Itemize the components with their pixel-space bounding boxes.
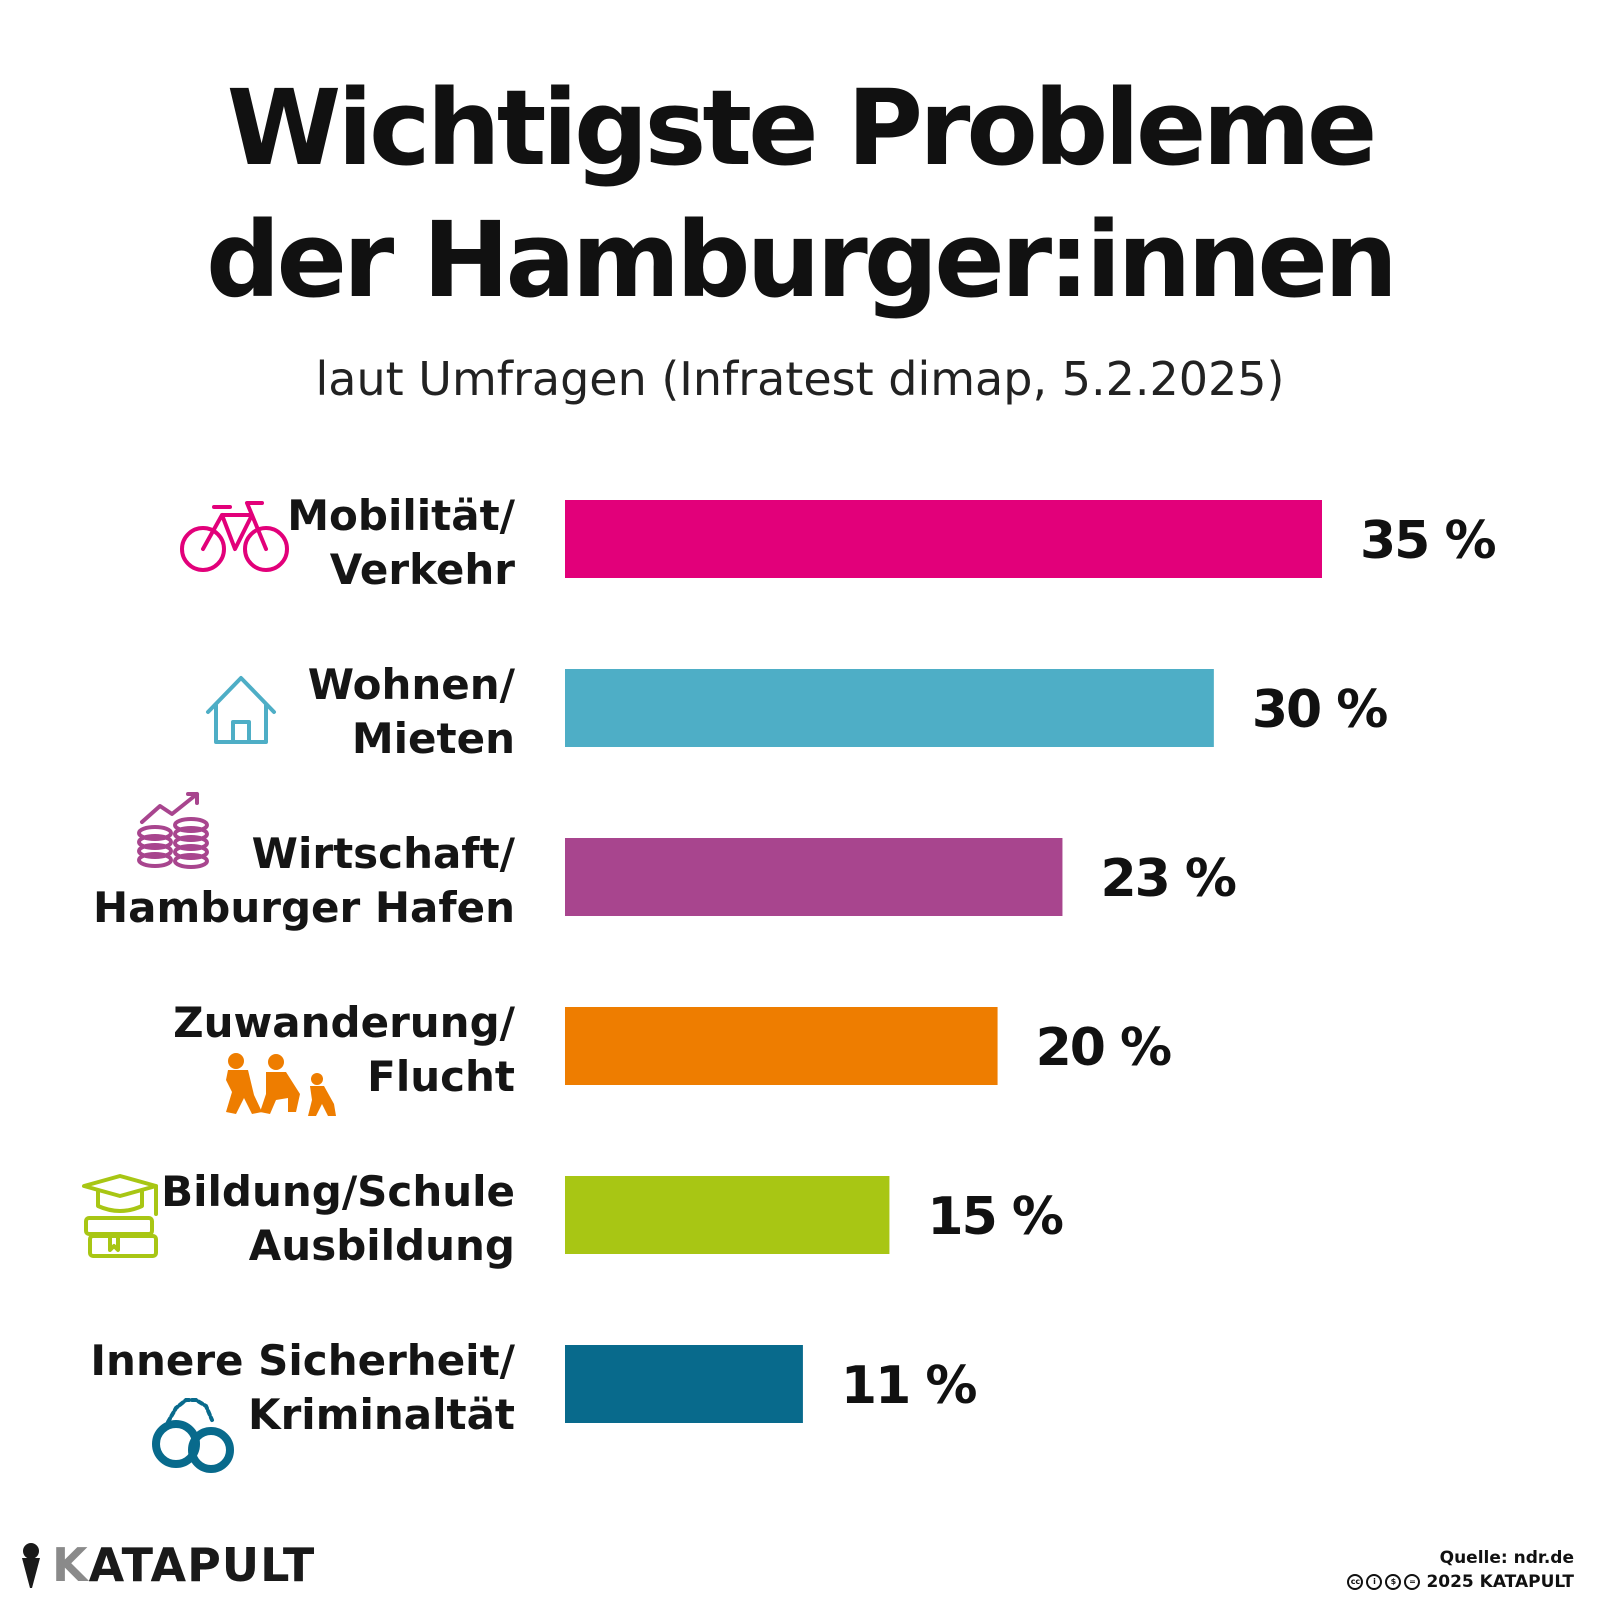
- bar-4: [565, 1007, 998, 1085]
- value-label-3: 23 %: [1100, 849, 1235, 909]
- by-icon: i: [1366, 1574, 1383, 1590]
- category-label-1: Mobilität/Verkehr: [287, 491, 515, 594]
- books-graduation-cap-icon: [82, 1174, 158, 1258]
- category-label-6: Innere Sicherheit/Kriminaltät: [90, 1336, 515, 1439]
- value-label-4: 20 %: [1036, 1018, 1171, 1078]
- category-label-4: Zuwanderung/Flucht: [173, 998, 516, 1101]
- category-label-5: Bildung/Schule Ausbildung: [161, 1167, 515, 1270]
- nd-icon: =: [1404, 1574, 1421, 1590]
- nc-icon: $: [1385, 1574, 1402, 1590]
- copyright-text: 2025 KATAPULT: [1426, 1572, 1574, 1592]
- cc-icon: cc: [1347, 1574, 1364, 1590]
- bar-6: [565, 1345, 803, 1423]
- handcuffs-icon: [152, 1398, 234, 1473]
- house-icon: [206, 676, 276, 744]
- title-line-2: der Hamburger:innen: [206, 199, 1398, 321]
- bar-1: [565, 500, 1322, 578]
- coins-chart-icon: [137, 792, 209, 869]
- refugees-icon: [226, 1053, 336, 1116]
- value-label-2: 30 %: [1252, 680, 1387, 740]
- logo-letter-k: K: [52, 1538, 89, 1592]
- value-label-6: 11 %: [841, 1356, 976, 1416]
- catapult-logo-icon: [22, 1543, 40, 1588]
- bar-3: [565, 838, 1063, 916]
- bar-5: [565, 1176, 890, 1254]
- value-label-1: 35 %: [1360, 511, 1495, 571]
- title-line-1: Wichtigste Probleme: [226, 67, 1378, 189]
- category-label-3: Wirtschaft/Hamburger Hafen: [93, 829, 516, 932]
- bicycle-icon: [180, 501, 289, 572]
- subtitle: laut Umfragen (Infratest dimap, 5.2.2025…: [315, 352, 1285, 406]
- category-label-2: Wohnen/Mieten: [308, 660, 516, 763]
- logo-text: ATAPULT: [88, 1538, 316, 1592]
- bar-2: [565, 669, 1214, 747]
- creative-commons-icons: cc i $ =: [1347, 1574, 1421, 1590]
- source-text: Quelle: ndr.de: [1439, 1548, 1574, 1568]
- page-title: Wichtigste Probleme der Hamburger:innen: [0, 62, 1600, 326]
- katapult-logo: K ATAPULT: [18, 1538, 316, 1592]
- value-label-5: 15 %: [927, 1187, 1062, 1247]
- footer: Quelle: ndr.de cc i $ = 2025 KATAPULT: [1347, 1546, 1574, 1594]
